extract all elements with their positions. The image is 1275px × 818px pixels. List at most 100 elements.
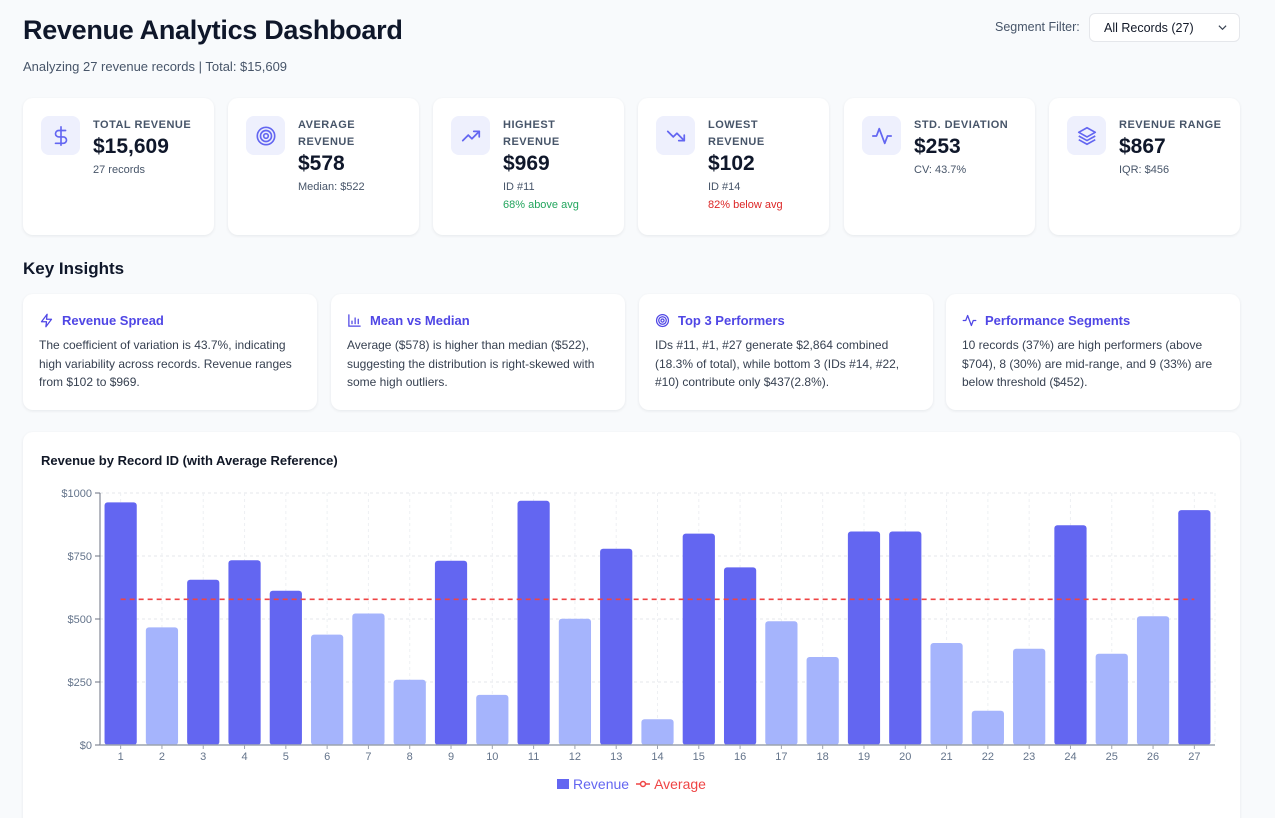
bar-record-24 [1054,525,1087,745]
revenue-swatch-icon [557,779,570,789]
x-tick-label: 10 [486,751,498,763]
x-tick-label: 17 [775,751,787,763]
bar-record-9 [434,560,468,745]
x-tick-label: 13 [610,751,622,763]
insight-text: 10 records (37%) are high performers (ab… [962,338,1213,389]
x-tick-label: 25 [1106,751,1118,763]
segment-filter-label: Segment Filter: [995,20,1080,34]
bar-record-1 [104,502,137,745]
x-tick-label: 12 [569,751,581,763]
x-tick-label: 7 [365,751,371,763]
bar-record-5 [269,590,302,745]
chevron-down-icon [1218,25,1227,31]
y-tick-label: $250 [68,677,92,689]
insight-card-mean-vs-median: Mean vs Median Average ($578) is higher … [331,294,625,410]
trending-down-icon [656,116,695,155]
insight-title: Mean vs Median [370,313,470,328]
stat-label: Highest Revenue [503,119,560,148]
bar-record-27 [1178,510,1211,745]
x-tick-label: 11 [528,751,539,763]
bar-record-8 [393,679,426,745]
insight-title: Performance Segments [985,313,1131,328]
legend-label-revenue: Revenue [573,776,630,792]
bar-record-14 [641,719,674,745]
legend-label-average: Average [654,776,706,792]
stat-sub: 27 records [93,164,145,176]
dollar-icon [41,116,80,155]
trending-up-icon [451,116,490,155]
page-title: Revenue Analytics Dashboard [23,15,403,45]
chart-legend: Revenue Average [23,776,1240,792]
y-tick-label: $0 [80,740,92,752]
stat-sub: IQR: $456 [1119,164,1170,176]
x-tick-label: 20 [899,751,911,763]
segment-filter-value: All Records (27) [1104,21,1194,35]
bar-record-11 [517,500,550,745]
insight-card-performance-segments: Performance Segments 10 records (37%) ar… [946,294,1240,410]
stat-sub: ID #14 [708,181,741,193]
layers-icon [1067,116,1106,155]
x-tick-label: 15 [693,751,705,763]
target-icon [655,313,670,328]
bar-record-18 [806,657,839,745]
insight-title: Top 3 Performers [678,313,785,328]
x-tick-label: 5 [283,751,289,763]
stat-label: Total Revenue [93,119,192,131]
stat-label: Average Revenue [298,119,356,148]
x-tick-label: 8 [407,751,413,763]
segment-filter-select[interactable]: All Records (27) [1089,13,1240,42]
insight-text: Average ($578) is higher than median ($5… [347,338,595,389]
bar-record-4 [228,560,261,745]
bar-record-25 [1095,653,1128,745]
insight-card-revenue-spread: Revenue Spread The coefficient of variat… [23,294,317,410]
stat-value: $15,609 [93,135,169,158]
bar-record-19 [847,531,881,745]
stat-card-lowest-revenue: Lowest Revenue $102 ID #14 82% below avg [638,98,829,235]
x-tick-label: 6 [324,751,330,763]
x-tick-label: 26 [1147,751,1159,763]
bar-record-3 [187,579,220,745]
y-tick-label: $1000 [61,488,92,500]
stat-sub: Median: $522 [298,181,365,193]
y-tick-label: $500 [68,614,92,626]
activity-icon [862,116,901,155]
bar-record-20 [889,531,922,745]
stat-value: $578 [298,152,345,175]
x-tick-label: 24 [1064,751,1076,763]
bar-record-7 [352,613,385,745]
x-tick-label: 18 [817,751,829,763]
x-tick-label: 22 [982,751,994,763]
bar-record-21 [930,642,963,745]
stat-note: 68% above avg [503,199,579,211]
bar-record-2 [145,627,179,745]
stat-value: $253 [914,135,961,158]
legend-item-average[interactable]: Average [636,776,706,792]
stat-label: Std. Deviation [914,119,1009,131]
stat-card-highest-revenue: Highest Revenue $969 ID #11 68% above av… [433,98,624,235]
stat-value: $969 [503,152,550,175]
insight-card-top-performers: Top 3 Performers IDs #11, #1, #27 genera… [639,294,933,410]
x-tick-label: 9 [448,751,454,763]
stat-sub: CV: 43.7% [914,164,967,176]
insight-text: The coefficient of variation is 43.7%, i… [39,338,292,389]
insight-title: Revenue Spread [62,313,164,328]
stat-card-average-revenue: Average Revenue $578 Median: $522 [228,98,419,235]
bar-record-15 [682,533,715,745]
x-tick-label: 16 [734,751,746,763]
zap-icon [40,313,53,328]
y-tick-label: $750 [68,551,92,563]
stat-label: Lowest Revenue [708,119,765,148]
x-tick-label: 14 [651,751,663,763]
revenue-chart-card: Revenue by Record ID (with Average Refer… [23,432,1240,818]
x-tick-label: 23 [1023,751,1035,763]
line-dot-icon [636,780,651,788]
stat-card-total-revenue: Total Revenue $15,609 27 records [23,98,214,235]
stat-card-revenue-range: Revenue Range $867 IQR: $456 [1049,98,1240,235]
stat-sub: ID #11 [503,181,535,193]
legend-item-revenue[interactable]: Revenue [557,776,629,792]
chart-title: Revenue by Record ID (with Average Refer… [41,453,338,468]
stat-note: 82% below avg [708,199,783,211]
bar-record-12 [558,618,592,745]
x-tick-label: 2 [159,751,165,763]
